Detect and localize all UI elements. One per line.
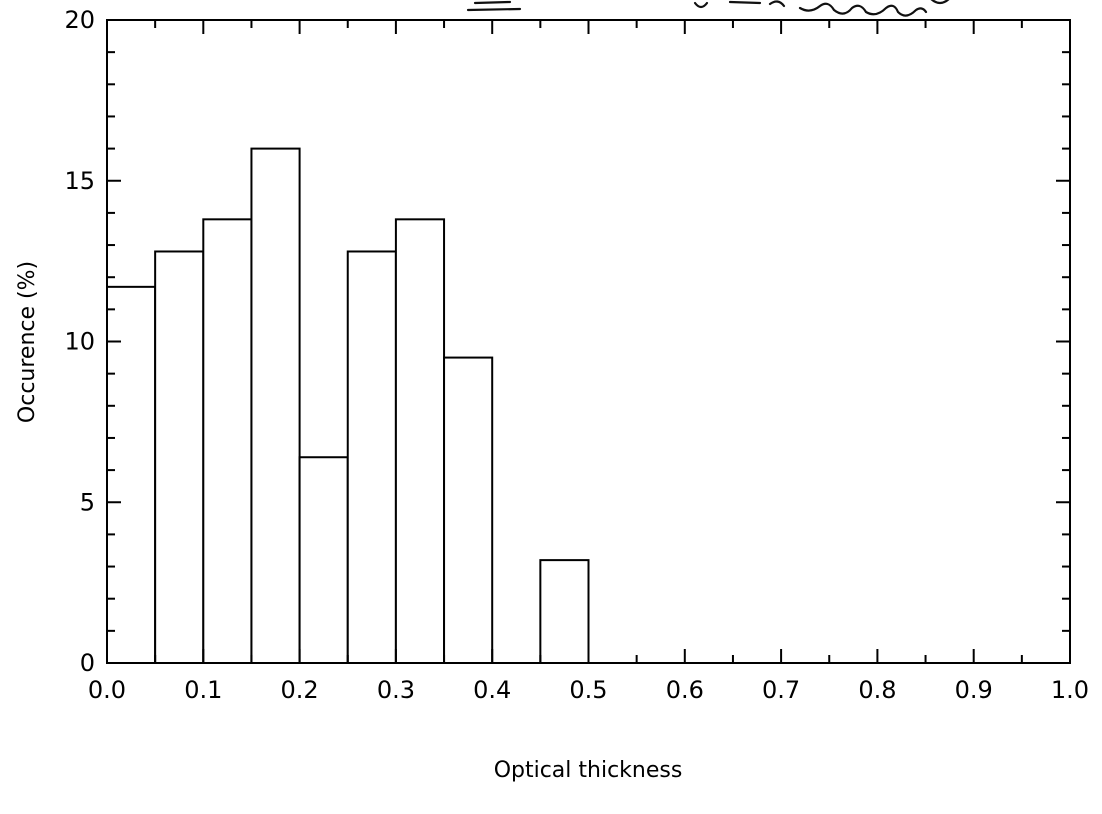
x-tick-label: 0.2	[281, 676, 319, 704]
histogram-bar	[443, 356, 494, 664]
histogram-bar	[154, 250, 205, 664]
y-tick-label: 20	[64, 6, 95, 34]
histogram-bar	[106, 285, 157, 664]
histogram-bar	[346, 250, 397, 664]
y-axis-title: Occurence (%)	[15, 261, 40, 423]
y-tick-label: 5	[80, 488, 95, 516]
histogram-bar	[202, 218, 253, 665]
x-tick-label: 0.3	[377, 676, 415, 704]
y-tick-label: 15	[64, 167, 95, 195]
histogram-bar	[394, 218, 446, 665]
x-tick-label: 0.5	[569, 676, 607, 704]
x-axis-title: Optical thickness	[494, 758, 683, 783]
y-axis-tick-labels: 0 5 10 15 20	[64, 6, 95, 677]
x-tick-label: 0.0	[88, 676, 126, 704]
y-tick-label: 0	[80, 649, 95, 677]
x-axis-ticks	[106, 20, 1071, 663]
handwritten-annotation	[466, 0, 950, 17]
histogram-bar	[250, 147, 301, 665]
x-axis-tick-labels: 0.0 0.1 0.2 0.3 0.4 0.5 0.6 0.7 0.8 0.9 1.0	[88, 676, 1089, 704]
x-tick-label: 0.1	[184, 676, 222, 704]
x-tick-label: 1.0	[1051, 676, 1089, 704]
histogram-bar	[298, 456, 349, 664]
x-tick-label: 0.4	[473, 676, 511, 704]
x-tick-label: 0.9	[955, 676, 993, 704]
histogram-bar	[539, 559, 590, 664]
histogram-bars	[106, 147, 590, 665]
x-tick-label: 0.7	[762, 676, 800, 704]
x-tick-label: 0.8	[858, 676, 896, 704]
x-tick-label: 0.6	[666, 676, 704, 704]
y-tick-label: 10	[64, 328, 95, 356]
y-axis-ticks	[107, 19, 1070, 664]
